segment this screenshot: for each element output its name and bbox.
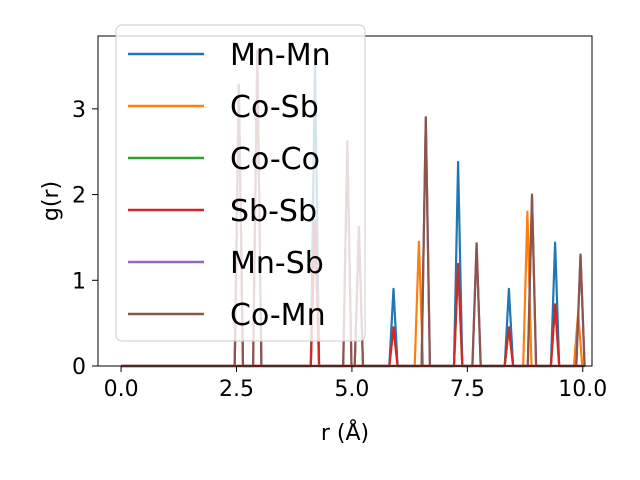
x-tick-label: 5.0 bbox=[334, 377, 369, 402]
legend: Mn-Mn Co-Sb Co-Co Sb-Sb Mn-Sb Co-Mn bbox=[115, 24, 366, 342]
y-axis-label: g(r) bbox=[39, 181, 64, 221]
legend-label-mn-mn: Mn-Mn bbox=[230, 38, 331, 73]
y-tick-label: 3 bbox=[72, 98, 86, 123]
y-tick-label: 2 bbox=[72, 184, 86, 209]
y-tick-label: 0 bbox=[72, 355, 86, 380]
x-axis-label: r (Å) bbox=[321, 419, 369, 446]
legend-label-sb-sb: Sb-Sb bbox=[230, 194, 317, 229]
y-tick-label: 1 bbox=[72, 269, 86, 294]
x-tick-label: 0.0 bbox=[104, 377, 139, 402]
axis-ticks: 0.0 2.5 5.0 7.5 10.0 0 1 2 3 bbox=[72, 98, 607, 402]
x-tick-label: 2.5 bbox=[219, 377, 254, 402]
x-tick-label: 7.5 bbox=[450, 377, 485, 402]
x-tick-label: 10.0 bbox=[558, 377, 607, 402]
legend-label-mn-sb: Mn-Sb bbox=[230, 246, 324, 281]
legend-label-co-mn: Co-Mn bbox=[230, 298, 326, 333]
legend-label-co-co: Co-Co bbox=[230, 142, 320, 177]
legend-label-co-sb: Co-Sb bbox=[230, 90, 319, 125]
